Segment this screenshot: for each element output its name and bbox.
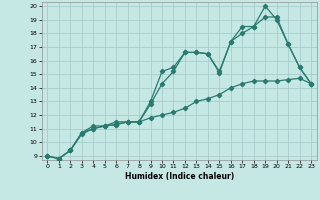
X-axis label: Humidex (Indice chaleur): Humidex (Indice chaleur)	[124, 172, 234, 181]
